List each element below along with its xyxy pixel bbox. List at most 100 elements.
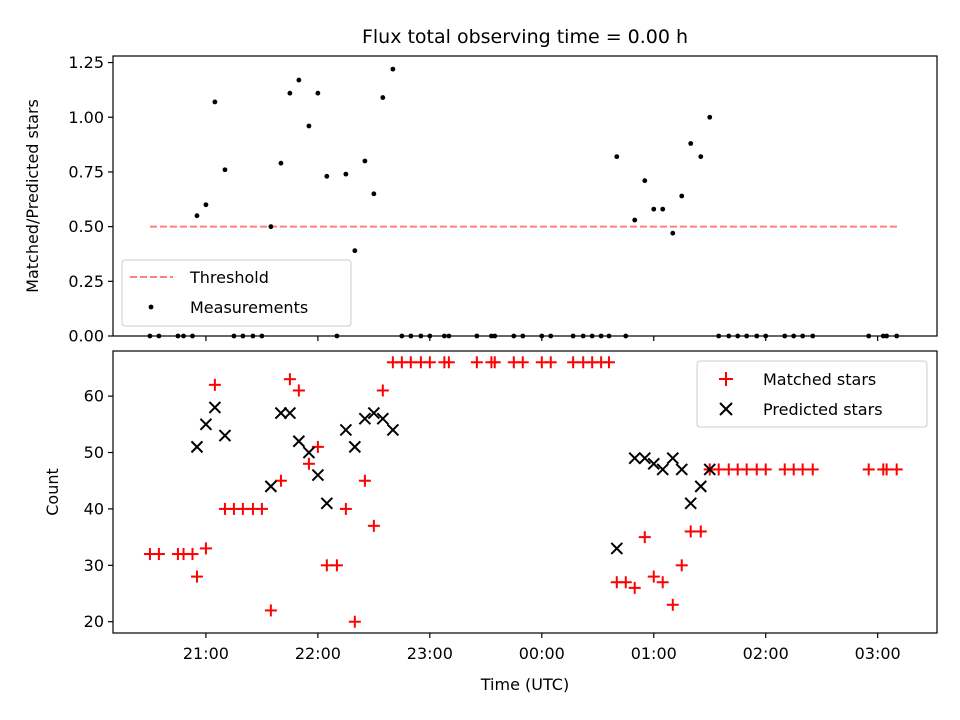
matched-point xyxy=(675,559,688,572)
bottom-axes-frame xyxy=(112,350,938,634)
measurement-point xyxy=(268,224,274,230)
measurement-point xyxy=(707,114,713,120)
measurement-point xyxy=(352,248,358,254)
predicted-point xyxy=(367,406,381,420)
measurement-point xyxy=(632,217,638,223)
predicted-point xyxy=(199,418,213,431)
predicted-point xyxy=(638,451,652,465)
predicted-point xyxy=(320,497,334,510)
bottom-y-tick-label: 60 xyxy=(84,387,104,406)
measurement-point xyxy=(688,141,694,146)
measurement-point xyxy=(660,206,666,212)
top-y-tick-label: 0.75 xyxy=(68,162,104,181)
predicted-point xyxy=(376,412,390,425)
bottom-legend-box xyxy=(696,360,928,428)
predicted-points xyxy=(190,401,716,555)
bottom-y-tick-label: 40 xyxy=(84,499,104,518)
predicted-point xyxy=(703,463,716,476)
matched-point xyxy=(358,474,371,487)
matched-point xyxy=(470,356,483,369)
measurement-point xyxy=(698,154,704,160)
measurement-point xyxy=(306,123,312,129)
measurement-point xyxy=(343,171,349,177)
matched-point xyxy=(152,548,165,561)
predicted-point xyxy=(610,542,624,555)
measurement-point xyxy=(278,160,284,166)
predicted-point xyxy=(358,412,372,425)
top-y-ticks: 0.00 0.25 0.50 0.75 1.00 1.25 xyxy=(68,53,113,346)
measurement-point xyxy=(362,158,368,164)
matched-point xyxy=(628,581,641,594)
predicted-point xyxy=(283,406,297,420)
matched-point xyxy=(423,356,436,369)
measurement-point xyxy=(296,77,302,83)
bottom-y-tick-label: 20 xyxy=(84,612,104,631)
matched-point xyxy=(199,542,212,555)
matched-point xyxy=(264,604,277,617)
predicted-point xyxy=(264,480,278,493)
bottom-x-ticks: 21:00 22:00 23:00 00:00 01:00 02:00 03:00 xyxy=(183,633,901,663)
predicted-point xyxy=(208,401,222,414)
matched-point xyxy=(712,463,725,476)
matched-point xyxy=(292,384,305,397)
predicted-point xyxy=(302,446,316,459)
top-y-tick-label: 0.50 xyxy=(68,217,104,236)
bottom-y-label: Count xyxy=(43,468,62,516)
bottom-y-tick-label: 30 xyxy=(84,556,104,575)
x-tick-label: 02:00 xyxy=(743,644,789,663)
predicted-point xyxy=(675,463,688,476)
legend-matched-label: Matched stars xyxy=(763,370,876,389)
matched-point xyxy=(796,463,809,476)
matched-points xyxy=(143,356,903,628)
measurement-point xyxy=(203,202,209,208)
legend-threshold-label: Threshold xyxy=(189,268,269,287)
matched-point xyxy=(208,378,221,391)
legend-predicted-label: Predicted stars xyxy=(763,400,883,419)
matched-point xyxy=(339,502,352,515)
matched-point xyxy=(376,384,389,397)
predicted-point xyxy=(656,463,669,476)
x-tick-label: 21:00 xyxy=(183,644,229,663)
matched-point xyxy=(190,570,203,583)
matched-point xyxy=(806,463,819,476)
predicted-point xyxy=(311,468,325,482)
matched-point xyxy=(367,519,380,532)
measurement-point xyxy=(324,173,330,179)
predicted-point xyxy=(339,423,353,437)
chart-title: Flux total observing time = 0.00 h xyxy=(362,26,688,48)
top-y-tick-label: 1.00 xyxy=(68,108,104,127)
predicted-point xyxy=(218,429,232,442)
matched-point xyxy=(638,531,651,544)
measurement-point xyxy=(390,66,396,72)
predicted-point xyxy=(628,451,641,465)
measurement-point xyxy=(222,167,228,173)
matched-point xyxy=(404,356,417,369)
predicted-point xyxy=(292,435,306,448)
bottom-legend: Matched stars Predicted stars xyxy=(696,360,928,428)
measurement-point xyxy=(651,206,657,212)
matched-point xyxy=(656,576,669,589)
matched-point xyxy=(255,502,268,515)
legend-measurements-swatch xyxy=(148,304,154,310)
bottom-y-ticks: 20 30 40 50 60 xyxy=(84,387,113,631)
matched-point xyxy=(890,463,903,476)
x-tick-label: 00:00 xyxy=(519,644,565,663)
matched-point xyxy=(544,356,557,369)
measurement-point xyxy=(287,90,293,96)
matched-point xyxy=(283,373,296,386)
matched-point xyxy=(759,463,772,476)
top-y-tick-label: 1.25 xyxy=(68,53,104,72)
matched-point xyxy=(330,559,343,572)
x-tick-label: 01:00 xyxy=(631,644,677,663)
measurement-point xyxy=(212,99,218,105)
top-y-tick-label: 0.00 xyxy=(68,327,104,346)
measurement-point xyxy=(679,193,685,199)
predicted-point xyxy=(348,440,362,454)
predicted-point xyxy=(666,451,679,465)
top-panel: 0.00 0.25 0.50 0.75 1.00 1.25 Matched/Predict… xyxy=(23,53,938,346)
predicted-point xyxy=(386,423,400,437)
matched-point xyxy=(647,570,660,583)
predicted-point xyxy=(684,497,697,510)
top-axes-frame xyxy=(112,55,938,337)
